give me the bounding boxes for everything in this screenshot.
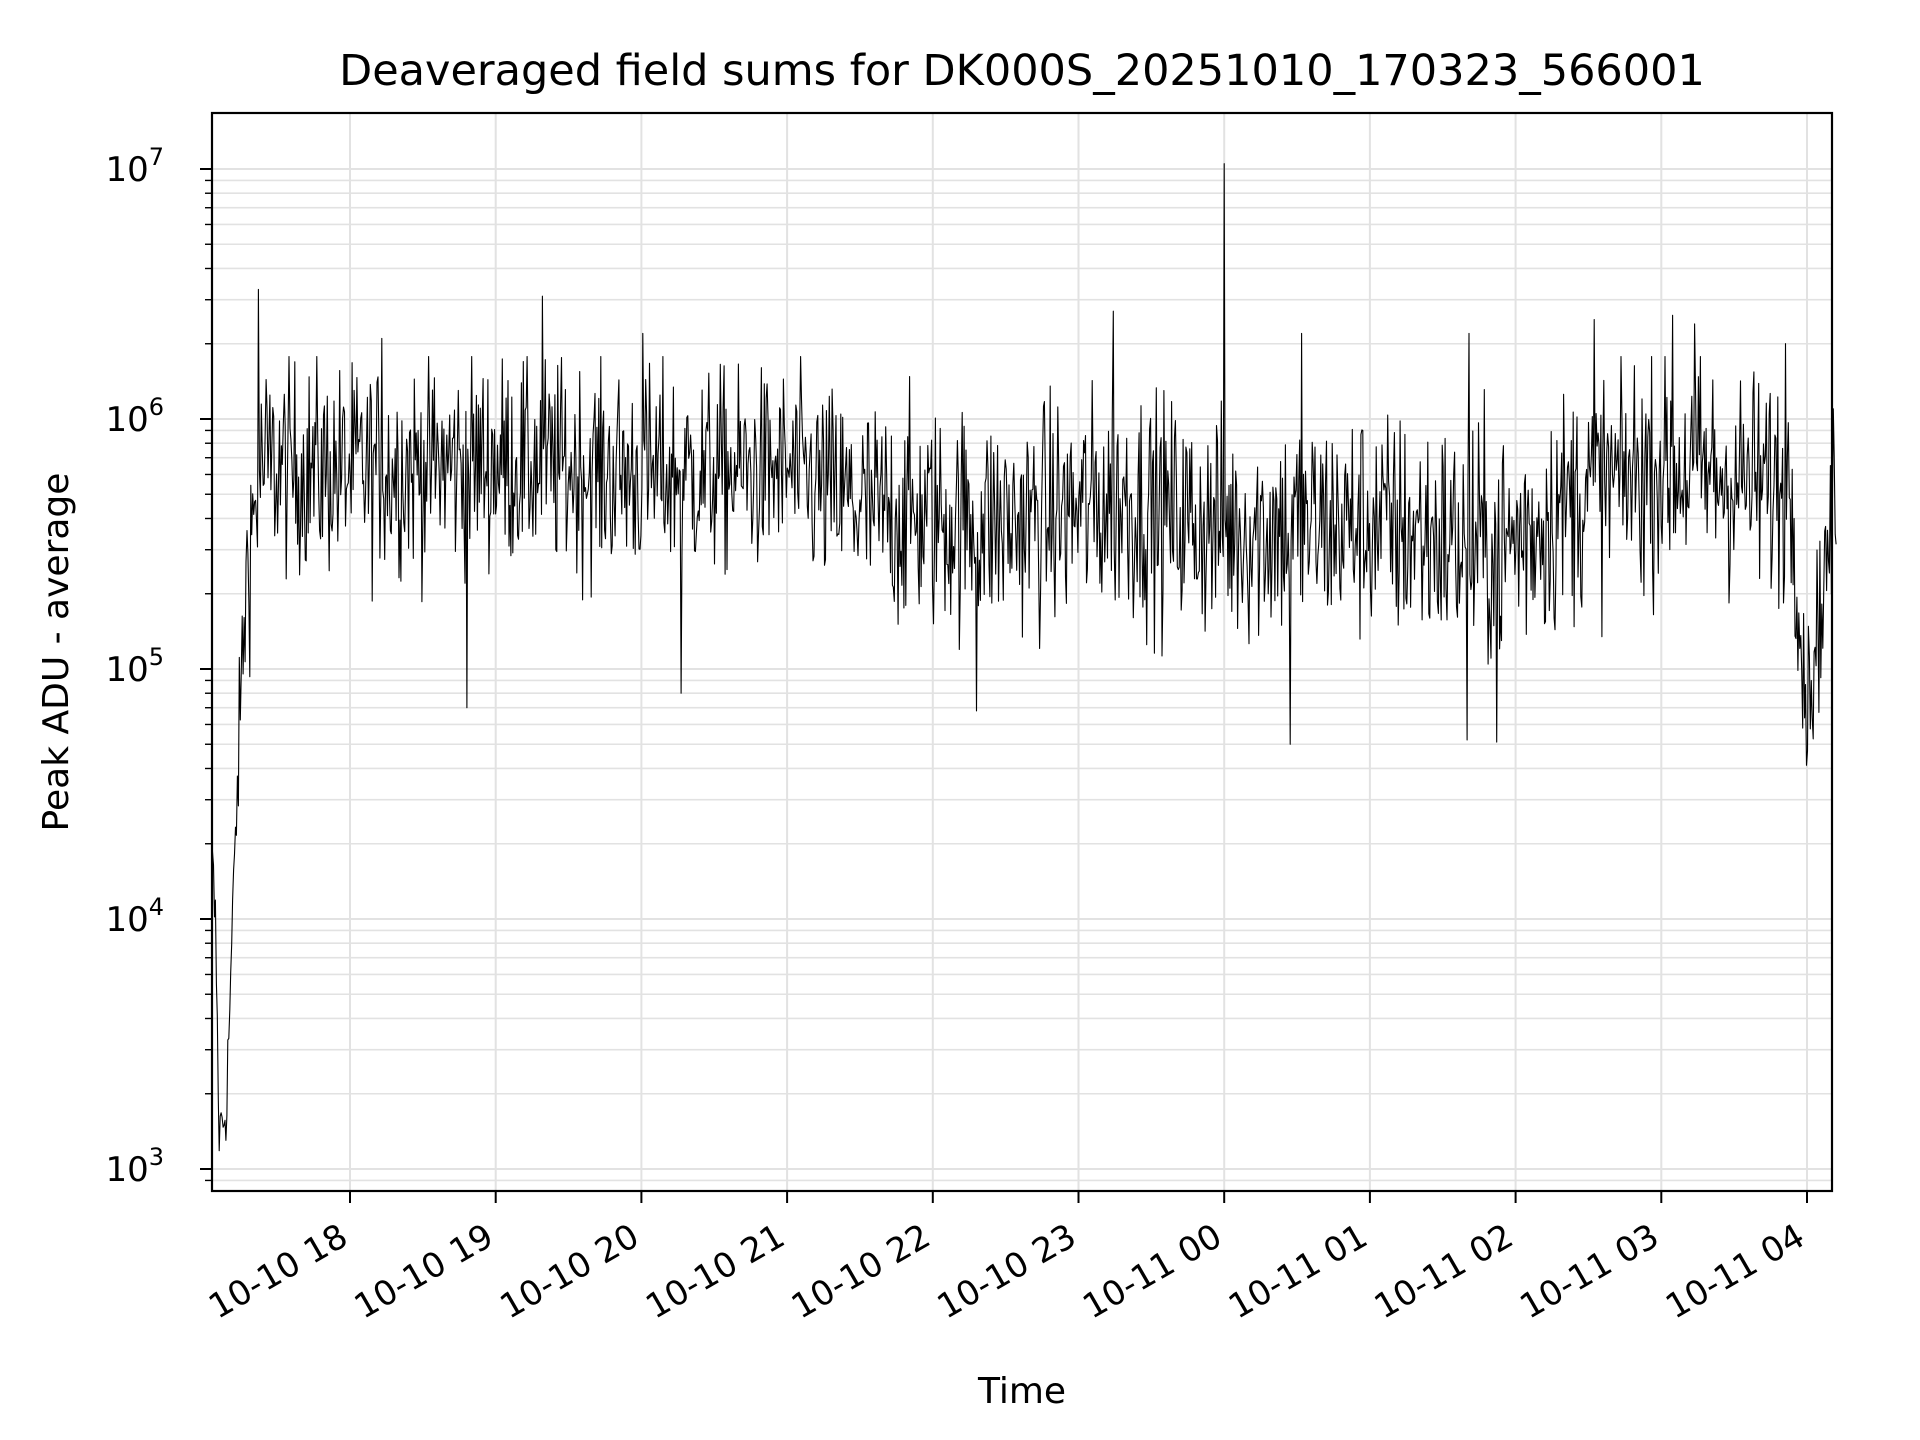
- y-tick-label: 105: [105, 643, 164, 690]
- y-tick-label: 107: [105, 143, 164, 190]
- chart-title: Deaveraged field sums for DK000S_2025101…: [339, 46, 1705, 96]
- y-tick-label-base: 10: [105, 150, 148, 190]
- y-tick-label-base: 10: [105, 650, 148, 690]
- y-tick-label-base: 10: [105, 1150, 148, 1190]
- y-tick-label-base: 10: [105, 400, 148, 440]
- plot-frame: [210, 111, 1834, 1193]
- axis-ticks: [200, 168, 1808, 1203]
- y-tick-label-exponent: 7: [149, 143, 164, 171]
- y-tick-label-exponent: 5: [149, 643, 164, 671]
- y-tick-label-exponent: 6: [149, 393, 164, 421]
- x-axis-label: Time: [977, 1371, 1066, 1412]
- y-tick-label-exponent: 3: [149, 1143, 164, 1171]
- y-tick-label: 106: [105, 393, 164, 440]
- series-layer: [211, 163, 1837, 1152]
- series-line-peak-adu: [211, 163, 1837, 1152]
- y-axis-label: Peak ADU - average: [36, 473, 77, 832]
- y-tick-label: 104: [105, 893, 164, 940]
- y-tick-label-exponent: 4: [149, 893, 164, 921]
- y-tick-label: 103: [105, 1143, 164, 1190]
- y-tick-label-base: 10: [105, 900, 148, 940]
